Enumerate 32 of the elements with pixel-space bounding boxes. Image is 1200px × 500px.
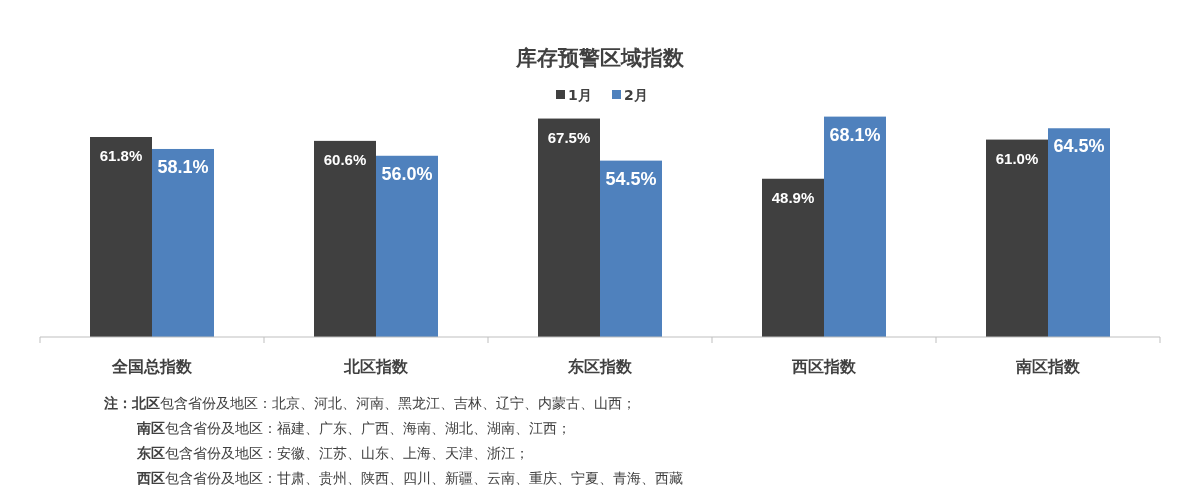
bar — [314, 140, 376, 337]
data-label: 60.6% — [323, 150, 367, 168]
data-label: 64.5% — [1053, 136, 1105, 157]
bar — [600, 160, 662, 337]
x-tick-label: 北区指数 — [343, 357, 409, 376]
bar — [824, 116, 886, 337]
legend-label: 2月 — [624, 87, 648, 103]
text: 南区包含省份及地区：福建、广东、广西、海南、湖北、湖南、江西； — [136, 420, 571, 436]
x-tick-label: 全国总指数 — [111, 357, 193, 376]
x-tick-label: 西区指数 — [791, 357, 857, 376]
data-label: 68.1% — [829, 124, 881, 145]
data-label: 56.0% — [381, 163, 433, 184]
data-label: 61.0% — [995, 149, 1039, 167]
chart-title: 库存预警区域指数 — [515, 46, 685, 70]
x-tick-label: 南区指数 — [1015, 357, 1081, 376]
text: 东区包含省份及地区：安徽、江苏、山东、上海、天津、浙江； — [136, 445, 529, 461]
bar — [1048, 128, 1110, 337]
text: 注：北区包含省份及地区：北京、河北、河南、黑龙江、吉林、辽宁、内蒙古、山西； — [103, 395, 636, 411]
data-label: 54.5% — [605, 168, 657, 189]
bar — [986, 139, 1048, 337]
x-tick-label: 东区指数 — [567, 357, 633, 376]
legend-label: 1月 — [568, 87, 592, 103]
bar — [762, 178, 824, 337]
bar — [376, 155, 438, 337]
bar — [538, 118, 600, 337]
text: 西区包含省份及地区：甘肃、贵州、陕西、四川、新疆、云南、重庆、宁夏、青海、西藏 — [136, 470, 683, 486]
data-label: 58.1% — [157, 156, 209, 177]
data-label: 67.5% — [547, 128, 591, 146]
data-label: 48.9% — [771, 188, 815, 206]
bar — [152, 148, 214, 337]
data-label: 61.8% — [99, 147, 143, 164]
bar — [90, 137, 152, 337]
